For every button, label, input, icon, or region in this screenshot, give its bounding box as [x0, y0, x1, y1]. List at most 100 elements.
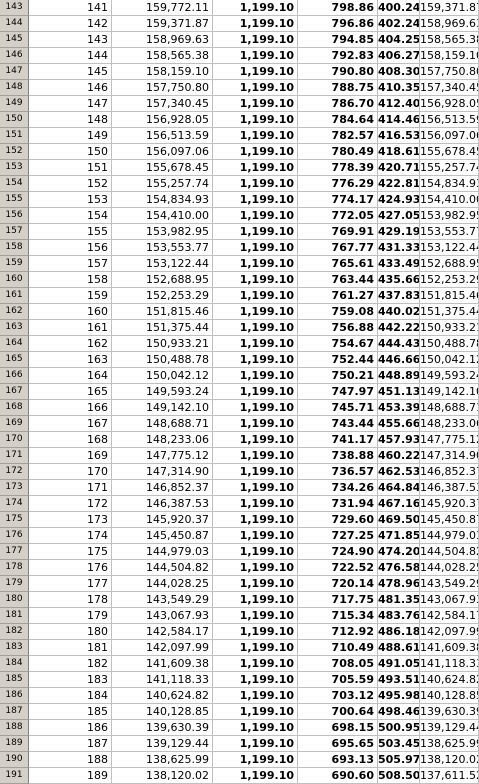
- cell-ending-balance[interactable]: 158,565.38: [420, 32, 479, 48]
- cell-interest[interactable]: 695.65: [298, 736, 378, 752]
- cell-period[interactable]: 169: [29, 448, 112, 464]
- cell-interest[interactable]: 790.80: [298, 64, 378, 80]
- cell-interest[interactable]: 693.13: [298, 752, 378, 768]
- cell-payment[interactable]: 1,199.10: [213, 160, 298, 176]
- cell-ending-balance[interactable]: 152,253.29: [420, 272, 479, 288]
- cell-payment[interactable]: 1,199.10: [213, 688, 298, 704]
- cell-principal[interactable]: 418.61: [378, 144, 420, 160]
- cell-payment[interactable]: 1,199.10: [213, 624, 298, 640]
- cell-beginning-balance[interactable]: 154,410.00: [112, 208, 213, 224]
- cell-ending-balance[interactable]: 142,584.17: [420, 608, 479, 624]
- cell-period[interactable]: 184: [29, 688, 112, 704]
- cell-interest[interactable]: 786.70: [298, 96, 378, 112]
- cell-interest[interactable]: 778.39: [298, 160, 378, 176]
- cell-ending-balance[interactable]: 158,159.10: [420, 48, 479, 64]
- cell-period[interactable]: 158: [29, 272, 112, 288]
- cell-payment[interactable]: 1,199.10: [213, 464, 298, 480]
- cell-interest[interactable]: 738.88: [298, 448, 378, 464]
- cell-interest[interactable]: 734.26: [298, 480, 378, 496]
- cell-payment[interactable]: 1,199.10: [213, 224, 298, 240]
- cell-period[interactable]: 154: [29, 208, 112, 224]
- cell-payment[interactable]: 1,199.10: [213, 720, 298, 736]
- cell-interest[interactable]: 798.86: [298, 0, 378, 16]
- cell-interest[interactable]: 788.75: [298, 80, 378, 96]
- cell-interest[interactable]: 747.97: [298, 384, 378, 400]
- cell-beginning-balance[interactable]: 158,969.63: [112, 32, 213, 48]
- cell-beginning-balance[interactable]: 151,815.46: [112, 304, 213, 320]
- cell-principal[interactable]: 483.76: [378, 608, 420, 624]
- cell-interest[interactable]: 772.05: [298, 208, 378, 224]
- cell-period[interactable]: 147: [29, 96, 112, 112]
- cell-principal[interactable]: 431.33: [378, 240, 420, 256]
- cell-principal[interactable]: 414.46: [378, 112, 420, 128]
- cell-ending-balance[interactable]: 153,982.95: [420, 208, 479, 224]
- cell-ending-balance[interactable]: 146,387.53: [420, 480, 479, 496]
- cell-beginning-balance[interactable]: 155,257.74: [112, 176, 213, 192]
- cell-ending-balance[interactable]: 156,928.05: [420, 96, 479, 112]
- cell-interest[interactable]: 741.17: [298, 432, 378, 448]
- cell-payment[interactable]: 1,199.10: [213, 560, 298, 576]
- cell-beginning-balance[interactable]: 150,042.12: [112, 368, 213, 384]
- cell-beginning-balance[interactable]: 145,450.87: [112, 528, 213, 544]
- cell-interest[interactable]: 710.49: [298, 640, 378, 656]
- cell-beginning-balance[interactable]: 156,097.06: [112, 144, 213, 160]
- cell-payment[interactable]: 1,199.10: [213, 64, 298, 80]
- cell-principal[interactable]: 467.16: [378, 496, 420, 512]
- cell-principal[interactable]: 416.53: [378, 128, 420, 144]
- cell-beginning-balance[interactable]: 149,142.10: [112, 400, 213, 416]
- cell-period[interactable]: 141: [29, 0, 112, 16]
- cell-ending-balance[interactable]: 141,118.33: [420, 656, 479, 672]
- cell-beginning-balance[interactable]: 143,067.93: [112, 608, 213, 624]
- cell-payment[interactable]: 1,199.10: [213, 240, 298, 256]
- cell-interest[interactable]: 690.60: [298, 768, 378, 784]
- cell-period[interactable]: 172: [29, 496, 112, 512]
- cell-interest[interactable]: 765.61: [298, 256, 378, 272]
- cell-payment[interactable]: 1,199.10: [213, 176, 298, 192]
- cell-interest[interactable]: 796.86: [298, 16, 378, 32]
- cell-period[interactable]: 155: [29, 224, 112, 240]
- cell-ending-balance[interactable]: 155,678.45: [420, 144, 479, 160]
- cell-ending-balance[interactable]: 147,314.90: [420, 448, 479, 464]
- cell-period[interactable]: 168: [29, 432, 112, 448]
- cell-payment[interactable]: 1,199.10: [213, 432, 298, 448]
- cell-ending-balance[interactable]: 140,624.82: [420, 672, 479, 688]
- cell-interest[interactable]: 705.59: [298, 672, 378, 688]
- cell-ending-balance[interactable]: 146,852.37: [420, 464, 479, 480]
- cell-beginning-balance[interactable]: 155,678.45: [112, 160, 213, 176]
- cell-principal[interactable]: 493.51: [378, 672, 420, 688]
- cell-ending-balance[interactable]: 150,488.78: [420, 336, 479, 352]
- cell-beginning-balance[interactable]: 140,624.82: [112, 688, 213, 704]
- cell-ending-balance[interactable]: 138,625.99: [420, 736, 479, 752]
- cell-interest[interactable]: 752.44: [298, 352, 378, 368]
- cell-period[interactable]: 164: [29, 368, 112, 384]
- cell-ending-balance[interactable]: 145,450.87: [420, 512, 479, 528]
- cell-principal[interactable]: 476.58: [378, 560, 420, 576]
- cell-period[interactable]: 170: [29, 464, 112, 480]
- cell-principal[interactable]: 427.05: [378, 208, 420, 224]
- cell-payment[interactable]: 1,199.10: [213, 192, 298, 208]
- cell-interest[interactable]: 698.15: [298, 720, 378, 736]
- cell-ending-balance[interactable]: 149,142.10: [420, 384, 479, 400]
- cell-beginning-balance[interactable]: 151,375.44: [112, 320, 213, 336]
- cell-interest[interactable]: 763.44: [298, 272, 378, 288]
- cell-ending-balance[interactable]: 153,553.77: [420, 224, 479, 240]
- cell-payment[interactable]: 1,199.10: [213, 32, 298, 48]
- cell-payment[interactable]: 1,199.10: [213, 608, 298, 624]
- cell-payment[interactable]: 1,199.10: [213, 80, 298, 96]
- cell-period[interactable]: 146: [29, 80, 112, 96]
- cell-ending-balance[interactable]: 143,067.93: [420, 592, 479, 608]
- cell-principal[interactable]: 500.95: [378, 720, 420, 736]
- cell-period[interactable]: 163: [29, 352, 112, 368]
- cell-ending-balance[interactable]: 150,042.12: [420, 352, 479, 368]
- cell-period[interactable]: 186: [29, 720, 112, 736]
- cell-period[interactable]: 143: [29, 32, 112, 48]
- cell-principal[interactable]: 474.20: [378, 544, 420, 560]
- cell-ending-balance[interactable]: 145,920.37: [420, 496, 479, 512]
- cell-principal[interactable]: 469.50: [378, 512, 420, 528]
- cell-period[interactable]: 167: [29, 416, 112, 432]
- cell-beginning-balance[interactable]: 147,314.90: [112, 464, 213, 480]
- cell-ending-balance[interactable]: 142,097.99: [420, 624, 479, 640]
- cell-principal[interactable]: 486.18: [378, 624, 420, 640]
- cell-period[interactable]: 157: [29, 256, 112, 272]
- cell-principal[interactable]: 455.66: [378, 416, 420, 432]
